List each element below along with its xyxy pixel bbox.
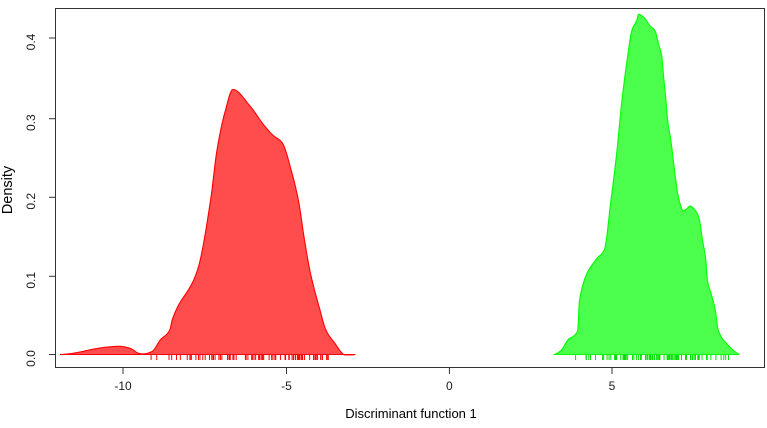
svg-text:-10: -10 [114, 379, 132, 393]
svg-text:0.3: 0.3 [24, 114, 38, 131]
svg-text:0.1: 0.1 [24, 272, 38, 289]
svg-text:Discriminant function 1: Discriminant function 1 [345, 406, 477, 421]
svg-text:-5: -5 [281, 379, 292, 393]
svg-text:5: 5 [609, 379, 616, 393]
svg-text:0.4: 0.4 [24, 33, 38, 50]
svg-text:Density: Density [0, 165, 16, 214]
svg-text:0.0: 0.0 [24, 350, 38, 367]
svg-text:0: 0 [446, 379, 453, 393]
svg-text:0.2: 0.2 [24, 193, 38, 210]
